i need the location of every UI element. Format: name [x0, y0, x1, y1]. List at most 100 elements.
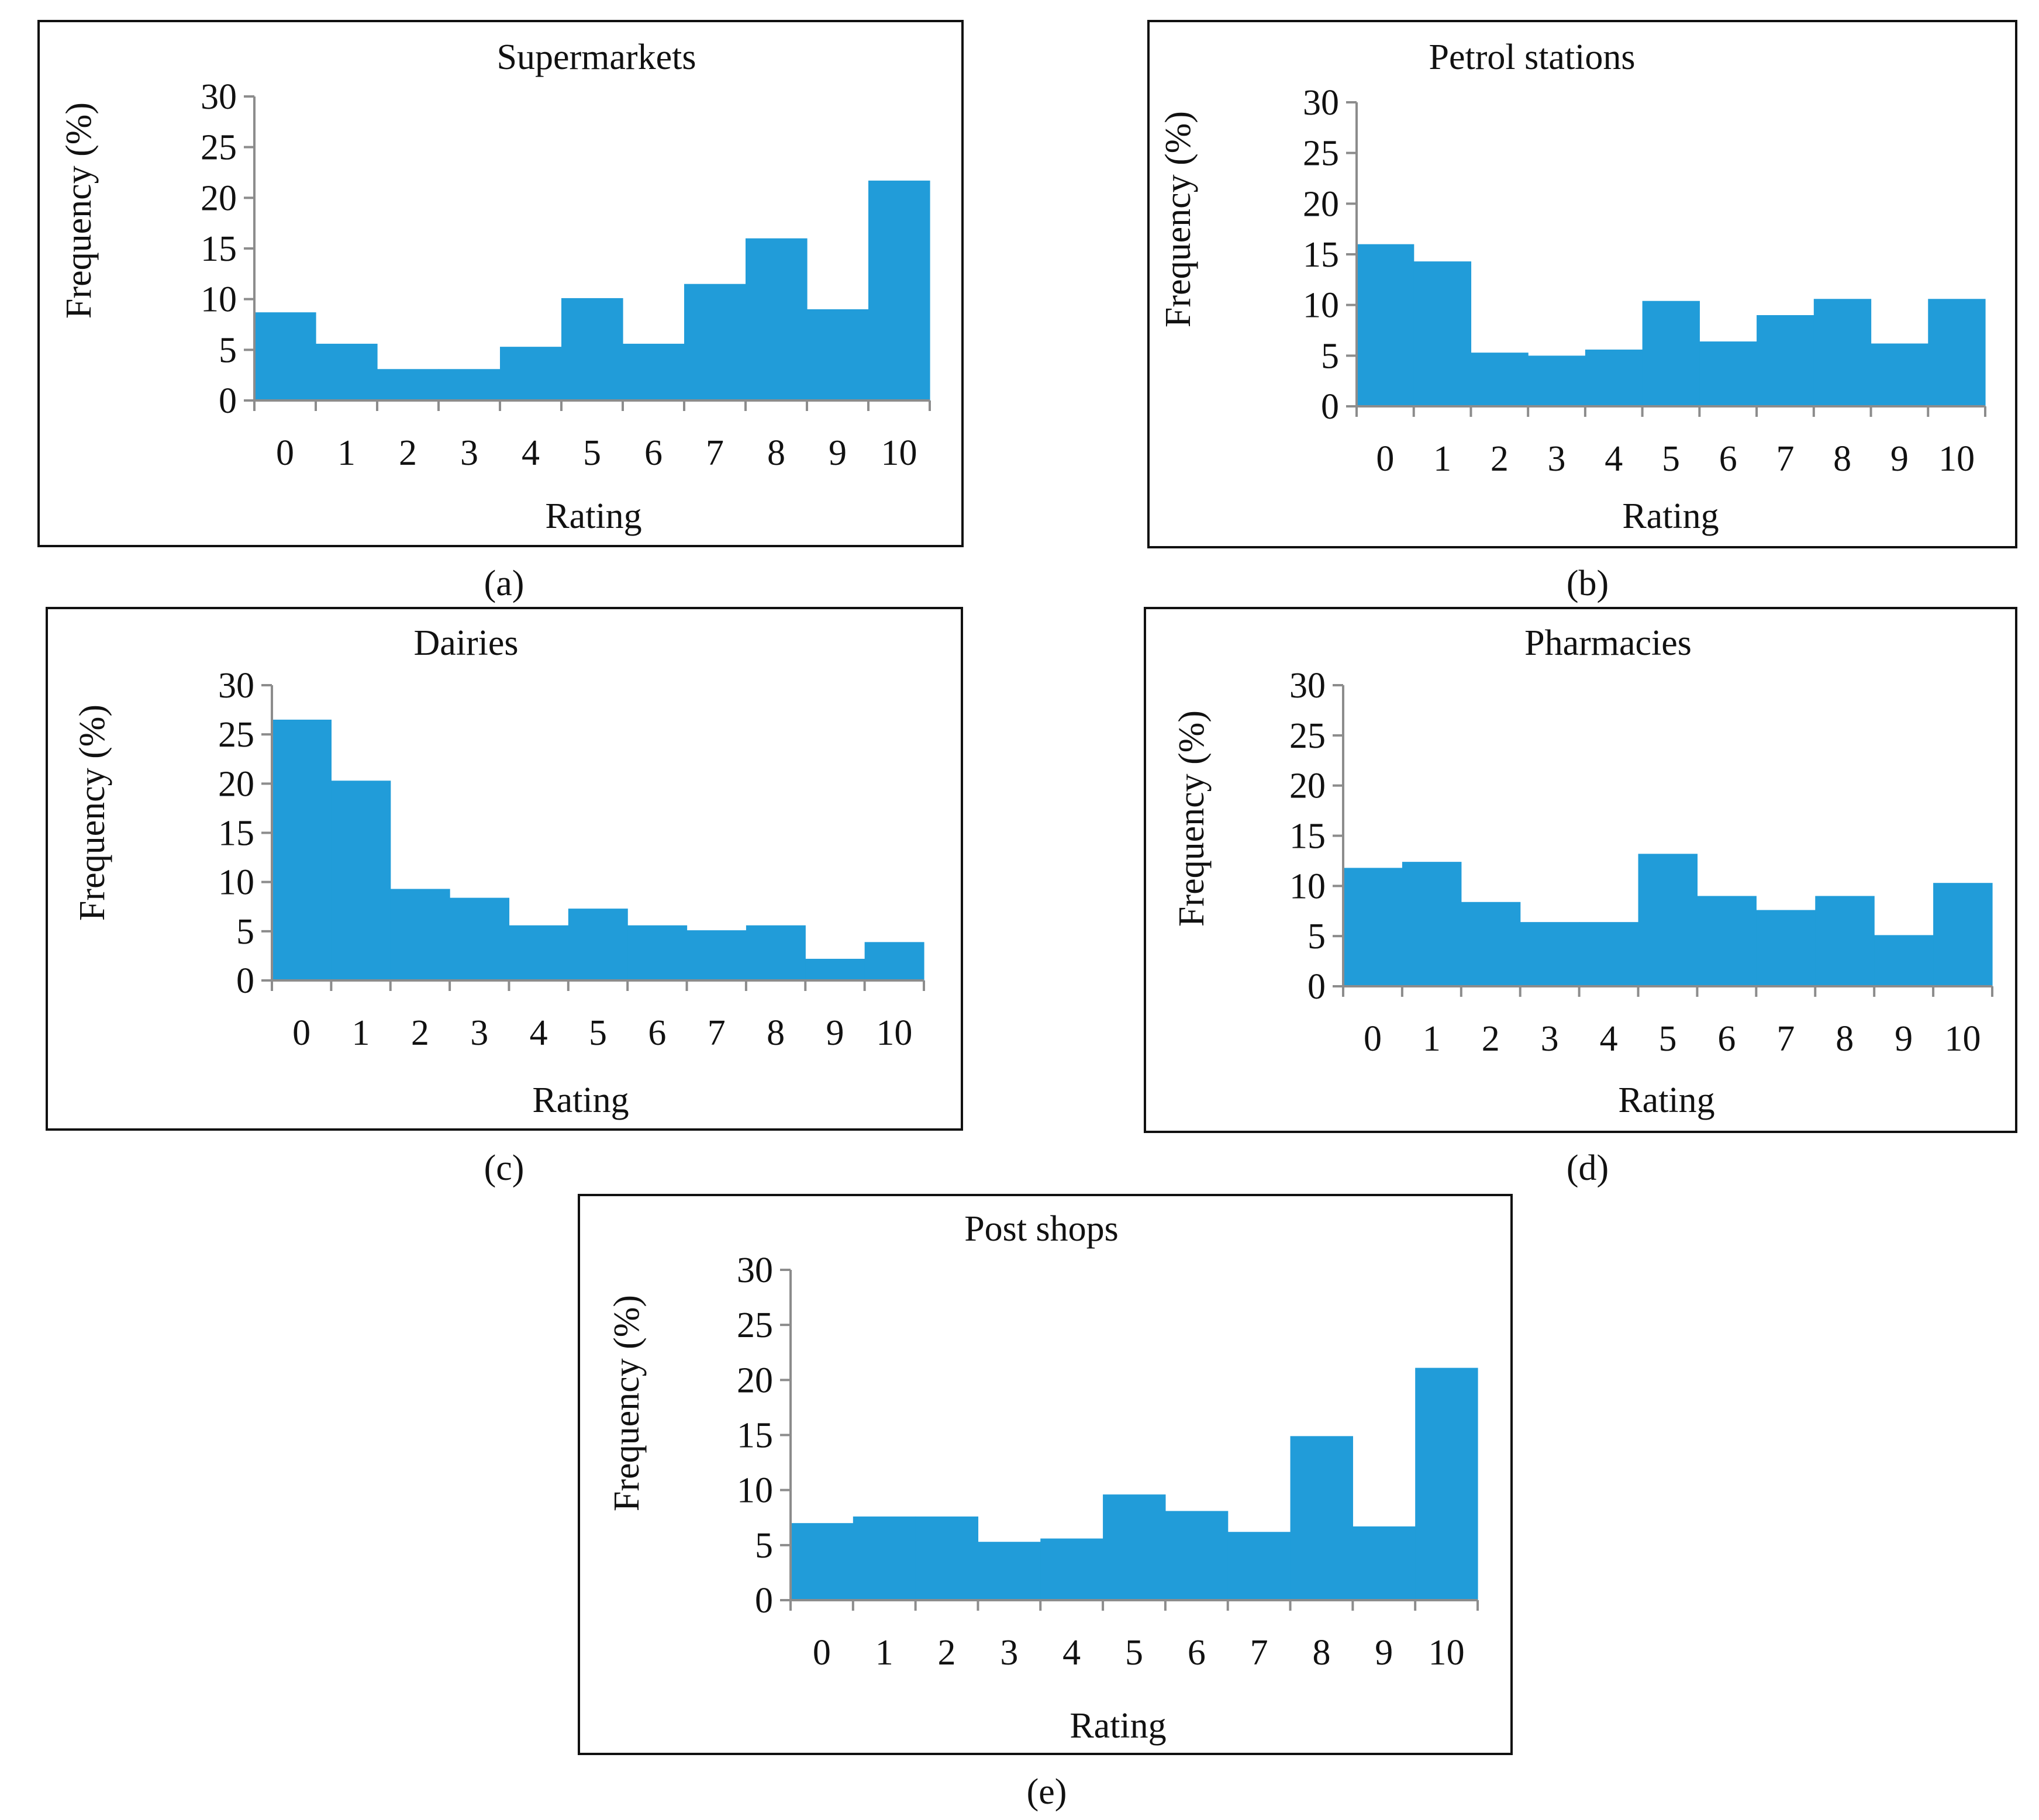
x-tick-label: 5 [589, 1013, 607, 1053]
x-tick-label: 0 [813, 1633, 831, 1673]
y-tick-label: 5 [219, 330, 237, 370]
x-axis-title: Rating [1622, 496, 1719, 536]
y-tick-label: 20 [1289, 766, 1326, 806]
y-tick-label: 10 [737, 1471, 773, 1511]
bar-0 [1343, 868, 1403, 986]
x-tick-label: 0 [1364, 1019, 1382, 1059]
bar-6 [627, 925, 688, 980]
chart-frame [578, 1194, 1513, 1755]
y-tick-label: 20 [218, 764, 254, 804]
x-tick-label: 4 [1062, 1633, 1081, 1673]
chart-title: Dairies [413, 623, 518, 663]
bar-6 [1697, 896, 1757, 986]
bar-4 [1579, 922, 1639, 986]
y-tick-label: 30 [1289, 666, 1326, 706]
bar-9 [807, 309, 869, 400]
x-tick-label: 10 [1429, 1633, 1465, 1673]
bar-0 [272, 719, 332, 980]
x-tick-label: 2 [411, 1013, 429, 1053]
y-tick-label: 25 [1289, 716, 1326, 756]
x-tick-label: 3 [1000, 1633, 1018, 1673]
bar-7 [1756, 910, 1816, 986]
chart-panel-0: 0 5 10 15 20 25 30 0 1 2 3 4 5 6 7 8 9 10 Supermarkets Freq… [37, 20, 964, 603]
y-tick-label: 5 [755, 1526, 773, 1566]
bar-0 [791, 1523, 854, 1600]
y-axis-title: Frequency (%) [1172, 710, 1212, 927]
bar-2 [1461, 902, 1521, 986]
y-tick-label: 0 [1307, 967, 1326, 1007]
x-tick-label: 1 [875, 1633, 893, 1673]
y-tick-label: 0 [755, 1581, 773, 1621]
x-tick-label: 1 [352, 1013, 370, 1053]
chart-panel-4: 0 5 10 15 20 25 30 0 1 2 3 4 5 6 7 8 9 10 Post shops Freque… [578, 1194, 1513, 1812]
x-tick-label: 2 [1482, 1019, 1500, 1059]
x-tick-label: 2 [1491, 439, 1509, 479]
bar-8 [746, 238, 808, 400]
y-tick-label: 5 [1321, 336, 1339, 376]
y-tick-label: 20 [201, 178, 237, 218]
bar-6 [1165, 1511, 1229, 1600]
bar-10 [1415, 1367, 1478, 1600]
y-tick-label: 5 [1307, 917, 1326, 956]
y-tick-label: 25 [218, 715, 254, 755]
x-tick-label: 0 [1376, 439, 1394, 479]
bar-1 [316, 343, 378, 400]
bar-1 [331, 781, 391, 980]
chart-title: Post shops [964, 1209, 1119, 1249]
bar-5 [1642, 301, 1700, 406]
x-tick-label: 1 [337, 433, 356, 473]
x-tick-label: 9 [1895, 1019, 1913, 1059]
bar-3 [450, 897, 510, 980]
x-tick-label: 6 [644, 433, 663, 473]
bar-3 [439, 369, 501, 400]
bar-9 [1874, 935, 1934, 986]
x-tick-label: 4 [1600, 1019, 1618, 1059]
y-tick-label: 30 [218, 666, 254, 706]
x-tick-label: 2 [938, 1633, 956, 1673]
chart-frame [1147, 20, 2017, 548]
x-tick-label: 3 [460, 433, 478, 473]
x-axis-title: Rating [545, 496, 641, 536]
x-tick-label: 9 [826, 1013, 844, 1053]
x-tick-label: 0 [276, 433, 294, 473]
x-tick-label: 6 [648, 1013, 666, 1053]
y-tick-label: 5 [236, 912, 254, 952]
bar-2 [390, 889, 450, 980]
bar-10 [864, 942, 924, 980]
x-tick-label: 1 [1423, 1019, 1441, 1059]
y-tick-label: 25 [201, 128, 237, 168]
x-tick-label: 5 [1125, 1633, 1143, 1673]
x-tick-label: 3 [470, 1013, 488, 1053]
y-tick-label: 0 [236, 961, 254, 1001]
chart-frame [46, 607, 963, 1131]
chart-title: Pharmacies [1524, 623, 1692, 663]
bar-7 [1227, 1532, 1291, 1600]
bar-10 [1928, 299, 1986, 406]
bar-7 [686, 930, 747, 980]
x-axis-title: Rating [532, 1080, 629, 1120]
y-tick-label: 10 [1303, 286, 1339, 326]
bar-2 [377, 369, 439, 400]
panel-caption: (e) [1027, 1772, 1067, 1812]
bar-9 [805, 958, 865, 980]
x-tick-label: 4 [1605, 439, 1623, 479]
y-tick-label: 15 [218, 814, 254, 854]
bar-2 [1471, 353, 1529, 406]
x-tick-label: 4 [530, 1013, 548, 1053]
x-tick-label: 10 [881, 433, 917, 473]
chart-title: Petrol stations [1429, 37, 1635, 77]
y-tick-label: 10 [1289, 866, 1326, 906]
x-tick-label: 8 [1833, 439, 1851, 479]
bar-5 [1103, 1494, 1166, 1600]
x-tick-label: 4 [522, 433, 540, 473]
y-tick-label: 30 [1303, 83, 1339, 123]
bar-8 [1290, 1436, 1353, 1600]
panel-caption: (b) [1567, 564, 1609, 603]
x-tick-label: 3 [1541, 1019, 1559, 1059]
y-tick-label: 20 [737, 1360, 773, 1400]
y-tick-label: 10 [218, 863, 254, 903]
y-tick-label: 10 [201, 280, 237, 320]
bar-3 [1520, 922, 1580, 986]
